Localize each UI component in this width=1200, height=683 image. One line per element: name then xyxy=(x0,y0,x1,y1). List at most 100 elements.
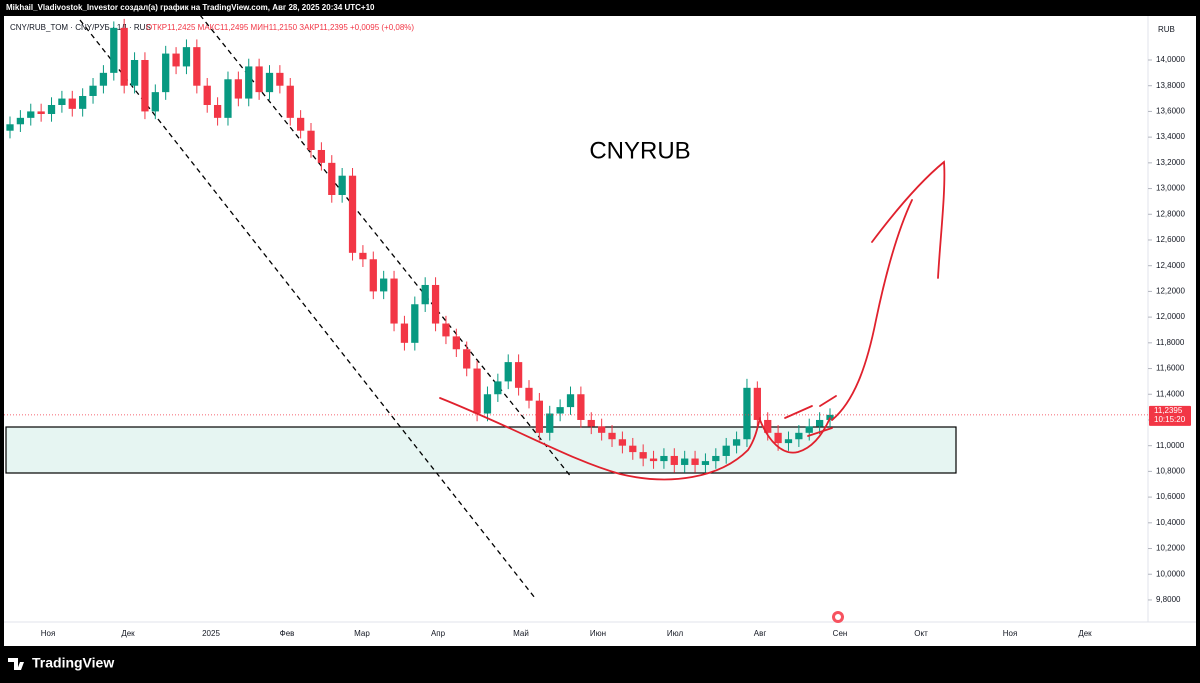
candle-body xyxy=(483,394,492,414)
candle-body xyxy=(182,47,191,67)
candle-body xyxy=(359,252,367,260)
candle-body xyxy=(577,394,585,420)
candle-body xyxy=(649,458,658,462)
y-tick-label: 13,4000 xyxy=(1156,132,1185,141)
x-tick-label: Май xyxy=(513,629,529,638)
y-tick-label: 14,0000 xyxy=(1156,55,1185,64)
candle-body xyxy=(193,47,201,86)
candle-body xyxy=(753,387,761,420)
y-tick-label: 10,0000 xyxy=(1156,569,1185,578)
candle-body xyxy=(110,27,118,73)
candle-body xyxy=(172,53,180,67)
y-tick-label: 12,0000 xyxy=(1156,312,1185,321)
candle-body xyxy=(400,323,409,343)
candle-body xyxy=(348,175,357,253)
candle-body xyxy=(452,336,460,350)
candle-body xyxy=(120,27,128,86)
candle-body xyxy=(504,362,512,382)
candle-body xyxy=(16,117,25,125)
candle-body xyxy=(514,362,523,388)
x-tick-label: Ноя xyxy=(1003,629,1018,638)
x-tick-label: 2025 xyxy=(202,629,220,638)
y-tick-label: 12,6000 xyxy=(1156,235,1185,244)
candle-body xyxy=(587,419,595,427)
y-tick-label: 12,2000 xyxy=(1156,287,1185,296)
candle-body xyxy=(6,124,14,131)
candle-body xyxy=(660,455,668,462)
x-tick-label: Ноя xyxy=(41,629,56,638)
y-tick-label: 11,4000 xyxy=(1156,389,1185,398)
y-tick-label: 10,2000 xyxy=(1156,544,1185,553)
candle-body xyxy=(130,59,139,86)
candle-body xyxy=(255,66,263,93)
y-tick-label: 12,4000 xyxy=(1156,261,1185,270)
ohlc-line: ОТКР11,2425 МАКС11,2495 МИН11,2150 ЗАКР1… xyxy=(146,23,414,32)
y-tick-label: 9,8000 xyxy=(1156,595,1181,604)
currency-label: RUB xyxy=(1158,25,1175,34)
candle-body xyxy=(732,439,741,446)
y-tick-label: 10,8000 xyxy=(1156,466,1185,475)
candle-body xyxy=(411,304,419,343)
candle-body xyxy=(431,284,440,324)
candle-body xyxy=(338,175,346,195)
candle-body xyxy=(774,432,782,444)
candle-body xyxy=(162,53,170,93)
candle-body xyxy=(203,85,211,105)
candle-body xyxy=(701,461,710,465)
candle-body xyxy=(743,387,751,440)
x-tick-label: Авг xyxy=(754,629,767,638)
candle-body xyxy=(764,419,772,433)
candle-body xyxy=(224,79,232,118)
candle-body xyxy=(265,72,274,93)
y-tick-label: 13,0000 xyxy=(1156,184,1185,193)
candle-body xyxy=(141,59,149,112)
candle-body xyxy=(421,284,429,305)
candle-body xyxy=(805,426,813,433)
candle-body xyxy=(297,117,305,131)
projection-curve xyxy=(831,199,913,421)
x-tick-label: Дек xyxy=(1078,629,1092,638)
candle-body xyxy=(722,445,730,456)
chart-pane xyxy=(4,16,1196,646)
candle-body xyxy=(47,104,56,114)
x-tick-label: Июн xyxy=(590,629,606,638)
candle-body xyxy=(494,381,502,395)
candle-body xyxy=(276,72,284,86)
candle-body xyxy=(58,98,66,105)
candle-body xyxy=(307,130,315,150)
candle-body xyxy=(639,452,647,459)
candle-body xyxy=(369,259,377,292)
y-tick-label: 13,8000 xyxy=(1156,81,1185,90)
countdown-label: 10:15:20 xyxy=(1154,415,1186,424)
handle-lines xyxy=(784,395,837,437)
candle-body xyxy=(608,432,616,440)
projection-arrow xyxy=(871,160,946,279)
candle-body xyxy=(245,66,253,99)
candle-body xyxy=(89,85,97,96)
y-tick-label: 11,0000 xyxy=(1156,441,1185,450)
candle-body xyxy=(27,111,35,118)
candle-body xyxy=(390,278,398,324)
annotation: CNYRUB xyxy=(589,137,690,164)
candle-body xyxy=(535,400,543,433)
y-tick-label: 11,8000 xyxy=(1156,338,1185,347)
author-line: Mikhail_Vladivostok_Investor создал(а) г… xyxy=(6,3,375,12)
candle-body xyxy=(234,79,242,99)
y-tick-label: 10,6000 xyxy=(1156,492,1185,501)
candle-body xyxy=(815,419,824,427)
candle-body xyxy=(525,387,533,401)
last-price-label: 11,2395 xyxy=(1154,406,1183,415)
x-tick-label: Июл xyxy=(667,629,684,638)
candle-body xyxy=(795,432,803,440)
channel-line xyxy=(79,19,536,599)
candle-body xyxy=(380,278,388,292)
candle-body xyxy=(151,92,159,112)
brand: TradingView xyxy=(8,655,114,671)
candle-body xyxy=(99,72,108,86)
candle-body xyxy=(317,149,326,163)
candle-body xyxy=(213,104,222,118)
candle-body xyxy=(442,323,450,337)
candle-body xyxy=(784,439,793,444)
